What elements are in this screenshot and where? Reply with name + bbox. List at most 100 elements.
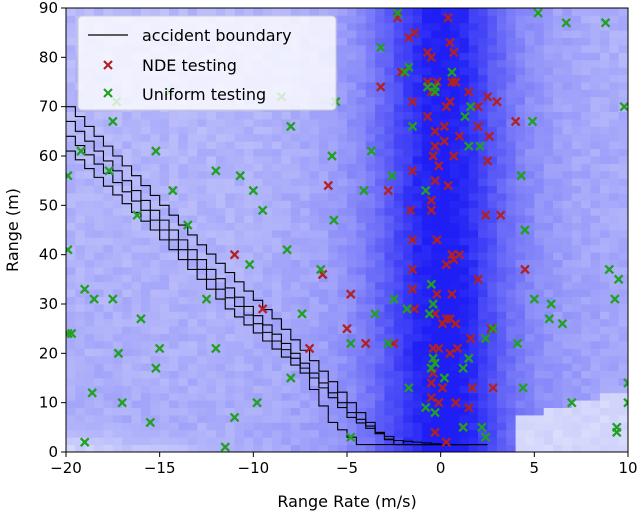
heatmap-cell [169, 355, 179, 364]
heatmap-cell [571, 252, 582, 260]
heatmap-cell [581, 429, 591, 438]
heatmap-cell [496, 304, 507, 312]
heatmap-cell [478, 289, 488, 297]
heatmap-cell [440, 274, 451, 283]
heatmap-cell [590, 318, 601, 327]
heatmap-cell [112, 407, 123, 416]
heatmap-cell [112, 444, 123, 452]
heatmap-cell [496, 126, 507, 135]
heatmap-cell [159, 296, 170, 305]
heatmap-cell [431, 59, 442, 68]
heatmap-cell [609, 385, 620, 394]
heatmap-cell [459, 230, 470, 238]
heatmap-cell [356, 230, 367, 238]
heatmap-cell [571, 170, 582, 179]
nde-testing-point [257, 304, 268, 314]
heatmap-cell [122, 311, 132, 320]
heatmap-cell [94, 193, 104, 201]
heatmap-cell [150, 429, 161, 438]
heatmap-cell [347, 200, 357, 209]
heatmap-cell [318, 363, 329, 371]
heatmap-cell [281, 296, 292, 305]
heatmap-cell [300, 111, 310, 120]
heatmap-cell [187, 244, 198, 253]
heatmap-cell [609, 289, 620, 297]
heatmap-cell [75, 363, 86, 371]
heatmap-cell [599, 148, 610, 157]
heatmap-cell [459, 281, 470, 290]
uniform-testing-point [87, 387, 98, 398]
heatmap-cell [384, 392, 395, 401]
nde-testing-point [445, 348, 455, 359]
heatmap-cell [478, 326, 488, 334]
heatmap-cell [328, 178, 339, 186]
heatmap-cell [112, 429, 123, 438]
heatmap-cell [431, 415, 442, 423]
heatmap-cell [318, 326, 329, 334]
heatmap-cell [524, 429, 535, 438]
heatmap-cell [590, 341, 601, 349]
heatmap-cell [103, 111, 114, 120]
heatmap-cell [347, 59, 357, 68]
heatmap-cell [94, 444, 104, 452]
heatmap-cell [103, 444, 114, 452]
heatmap-cell [262, 444, 273, 452]
heatmap-cell [543, 111, 554, 120]
heatmap-cell [450, 111, 460, 120]
heatmap-cell [150, 215, 161, 223]
heatmap-cell [496, 96, 507, 105]
heatmap-cell [215, 444, 226, 452]
heatmap-cell [159, 385, 170, 394]
heatmap-cell [609, 22, 620, 31]
heatmap-cell [590, 215, 601, 223]
heatmap-cell [553, 274, 563, 283]
heatmap-cell [524, 259, 535, 268]
heatmap-cell [384, 119, 395, 127]
heatmap-cell [375, 89, 385, 98]
heatmap-cell [459, 304, 470, 312]
heatmap-cell [356, 52, 367, 61]
heatmap-cell [290, 252, 301, 260]
heatmap-cell [553, 415, 563, 423]
uniform-testing-point [76, 146, 86, 156]
heatmap-cell [272, 200, 282, 209]
uniform-testing-point [439, 373, 450, 383]
heatmap-cell [393, 244, 404, 253]
heatmap-cell [187, 163, 198, 172]
heatmap-cell [393, 185, 404, 194]
uniform-testing-point [257, 205, 268, 216]
heatmap-cell [309, 400, 320, 408]
heatmap-cell [169, 244, 179, 253]
heatmap-cell [590, 111, 601, 120]
heatmap-cell [253, 178, 264, 186]
heatmap-cell [66, 422, 76, 431]
heatmap-cell [375, 126, 385, 135]
heatmap-cell [375, 67, 385, 75]
heatmap-cell [412, 8, 423, 16]
heatmap-cell [309, 274, 320, 283]
heatmap-cell [618, 370, 628, 379]
heatmap-cell [197, 267, 207, 275]
heatmap-cell [272, 281, 282, 290]
heatmap-cell [618, 45, 628, 53]
heatmap-cell [421, 370, 432, 379]
heatmap-cell [215, 415, 226, 423]
heatmap-cell [468, 96, 479, 105]
heatmap-cell [253, 207, 264, 216]
heatmap-cell [524, 15, 535, 24]
heatmap-cell [393, 355, 404, 364]
heatmap-cell [412, 281, 423, 290]
heatmap-cell [450, 244, 460, 253]
heatmap-cell [478, 45, 488, 53]
heatmap-cell [234, 355, 245, 364]
heatmap-cell [75, 415, 86, 423]
heatmap-cell [524, 222, 535, 231]
heatmap-cell [103, 148, 114, 157]
heatmap-cell [159, 326, 170, 334]
heatmap-cell [384, 289, 395, 297]
heatmap-cell [543, 311, 554, 320]
heatmap-cell [506, 415, 516, 423]
heatmap-cell [206, 119, 217, 127]
heatmap-cell [262, 385, 273, 394]
heatmap-cell [300, 133, 310, 142]
